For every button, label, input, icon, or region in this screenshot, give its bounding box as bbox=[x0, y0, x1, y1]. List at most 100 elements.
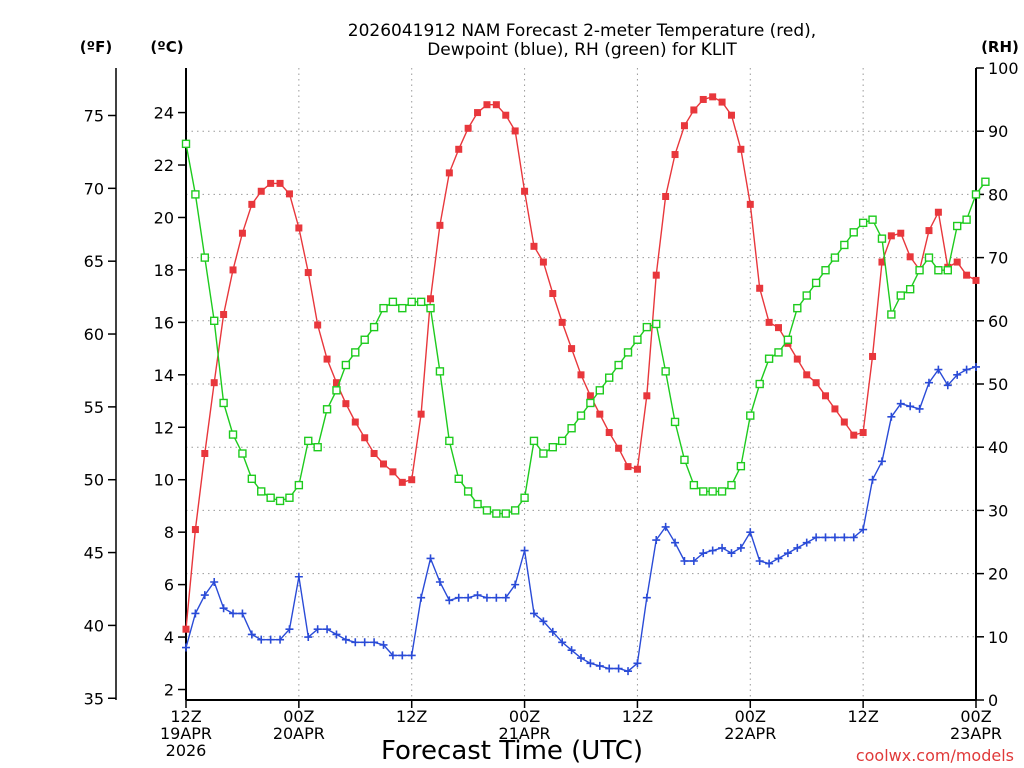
rh-point bbox=[501, 509, 510, 518]
fahrenheit-unit-label: (ºF) bbox=[80, 38, 112, 56]
dewpoint-point bbox=[586, 659, 595, 668]
dewpoint-point bbox=[868, 475, 877, 484]
rh-point bbox=[633, 335, 642, 344]
rh-point bbox=[181, 139, 191, 149]
rh-point bbox=[369, 322, 379, 332]
temperature-point bbox=[427, 295, 435, 303]
temperature-point bbox=[737, 145, 745, 153]
dewpoint-point bbox=[388, 651, 397, 660]
rh-point bbox=[971, 190, 981, 199]
rh-point bbox=[802, 291, 811, 300]
temperature-point bbox=[191, 526, 199, 534]
rh-point bbox=[482, 506, 492, 515]
fahrenheit-tick-label: 35 bbox=[84, 689, 104, 708]
temperature-point bbox=[869, 352, 877, 360]
temperature-point bbox=[906, 253, 914, 261]
temperature-point bbox=[972, 276, 980, 284]
time-tick-label: 22APR bbox=[724, 724, 776, 743]
dewpoint-point bbox=[783, 549, 792, 558]
rh-point bbox=[623, 348, 633, 357]
celsius-tick-label: 16 bbox=[154, 313, 174, 332]
fahrenheit-tick-label: 65 bbox=[84, 252, 104, 271]
dewpoint-point bbox=[642, 593, 651, 602]
temperature-point bbox=[530, 242, 538, 250]
rh-point bbox=[332, 386, 341, 395]
temperature-point bbox=[521, 187, 529, 195]
dewpoint-point bbox=[200, 591, 209, 600]
rh-point bbox=[388, 297, 398, 307]
rh-point bbox=[774, 348, 783, 357]
rh-point bbox=[943, 266, 952, 275]
rh-point bbox=[887, 310, 896, 319]
rh-point bbox=[962, 215, 971, 224]
rh-point bbox=[924, 253, 934, 262]
rh-point bbox=[210, 316, 219, 325]
dewpoint-point bbox=[398, 651, 407, 660]
rh-tick-label: 100 bbox=[988, 59, 1019, 78]
dewpoint-point bbox=[379, 640, 388, 649]
temperature-point bbox=[229, 266, 237, 274]
fahrenheit-tick-label: 70 bbox=[84, 179, 104, 198]
temperature-point bbox=[182, 625, 190, 633]
dewpoint-point bbox=[501, 593, 510, 602]
dewpoint-point bbox=[558, 638, 567, 647]
rh-point bbox=[257, 487, 266, 496]
fahrenheit-tick-label: 45 bbox=[84, 544, 104, 563]
rh-point bbox=[981, 177, 990, 186]
rh-point bbox=[952, 221, 962, 231]
temperature-point bbox=[897, 229, 905, 237]
temperature-point bbox=[953, 258, 961, 266]
rh-point bbox=[717, 487, 727, 496]
axes: 2468101214161820222435404550556065707501… bbox=[84, 59, 1019, 760]
time-tick-label: 2026 bbox=[166, 741, 207, 760]
time-tick-label: 12Z bbox=[847, 707, 878, 726]
dewpoint-point bbox=[962, 365, 971, 374]
grid-lines bbox=[186, 68, 976, 700]
dewpoint-point bbox=[332, 630, 341, 639]
temperature-point bbox=[558, 318, 566, 326]
dewpoint-point bbox=[219, 604, 228, 613]
dewpoint-point bbox=[294, 572, 303, 581]
temperature-point bbox=[831, 405, 839, 413]
rh-tick-label: 80 bbox=[988, 185, 1008, 204]
rh-point bbox=[510, 506, 520, 515]
dewpoint-point bbox=[624, 667, 633, 676]
rh-point bbox=[398, 303, 407, 313]
chart-title-line-2: Dewpoint (blue), RH (green) for KLIT bbox=[427, 40, 737, 60]
celsius-tick-label: 12 bbox=[154, 418, 174, 437]
temperature-point bbox=[878, 258, 886, 266]
dewpoint-point bbox=[323, 625, 332, 634]
temperature-point bbox=[474, 109, 482, 117]
rh-tick-label: 50 bbox=[988, 375, 1008, 394]
temperature-series bbox=[182, 93, 980, 633]
rh-point bbox=[407, 297, 416, 307]
rh-point bbox=[341, 360, 351, 370]
rh-unit-label: (RH) bbox=[981, 38, 1019, 56]
dewpoint-point bbox=[529, 609, 538, 618]
rh-point bbox=[708, 487, 717, 496]
fahrenheit-tick-label: 55 bbox=[84, 398, 104, 417]
rh-series bbox=[181, 139, 990, 518]
temperature-point bbox=[389, 468, 397, 476]
dewpoint-point bbox=[257, 635, 266, 644]
dewpoint-point bbox=[661, 522, 670, 531]
temperature-point bbox=[267, 179, 275, 187]
temperature-point bbox=[934, 208, 942, 216]
dewpoint-point bbox=[351, 638, 360, 647]
temperature-point bbox=[502, 111, 510, 119]
dewpoint-point bbox=[567, 646, 576, 655]
time-tick-label: 00Z bbox=[960, 707, 991, 726]
dewpoint-point bbox=[765, 559, 774, 568]
rh-point bbox=[764, 354, 774, 363]
temperature-point bbox=[361, 434, 369, 442]
dewpoint-point bbox=[652, 536, 661, 545]
celsius-tick-label: 4 bbox=[164, 628, 174, 647]
rh-point bbox=[200, 253, 210, 262]
dewpoint-point bbox=[417, 593, 426, 602]
rh-point bbox=[586, 398, 595, 408]
time-tick-label: 12Z bbox=[622, 707, 653, 726]
dewpoint-point bbox=[304, 633, 313, 642]
rh-point bbox=[548, 443, 557, 452]
temperature-point bbox=[586, 392, 594, 400]
